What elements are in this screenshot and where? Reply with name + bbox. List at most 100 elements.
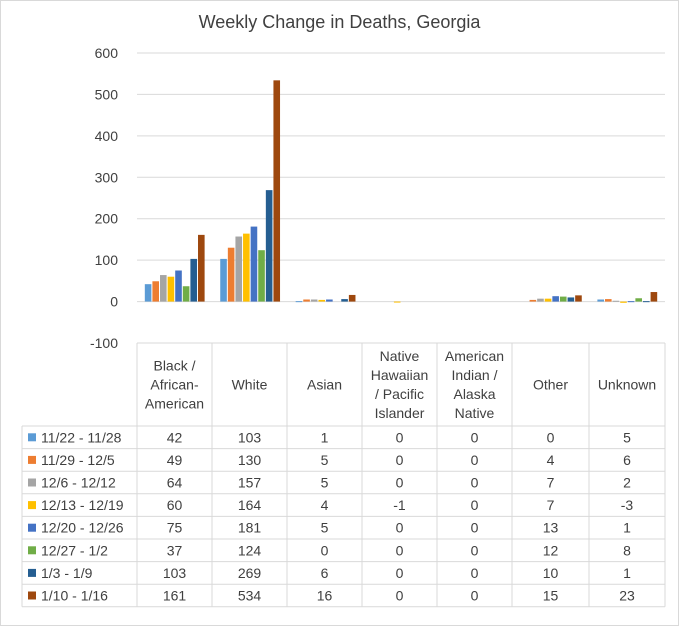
bar [604, 299, 612, 302]
y-tick-label: 200 [95, 211, 119, 227]
series-name: 11/29 - 12/5 [41, 452, 115, 468]
data-label: 6 [321, 565, 329, 581]
legend-key [28, 433, 36, 442]
series-name: 12/13 - 12/19 [41, 497, 124, 513]
y-tick-label: 0 [110, 294, 118, 310]
data-label: 1 [623, 565, 631, 581]
y-tick-label: 300 [95, 169, 119, 185]
data-label: 4 [547, 452, 555, 468]
data-label: 0 [396, 520, 404, 536]
bar [318, 299, 326, 302]
category-label: Other [533, 377, 568, 393]
bar [620, 301, 627, 303]
data-label: 0 [396, 588, 404, 604]
bar [612, 300, 620, 302]
data-label: 4 [321, 497, 329, 513]
category-label: Black / [153, 358, 195, 374]
bar [559, 296, 567, 302]
data-label: 0 [547, 429, 555, 445]
bar [393, 301, 401, 303]
bar [627, 301, 635, 303]
bar [227, 247, 235, 302]
bar [575, 295, 582, 302]
data-label: 0 [471, 520, 479, 536]
category-label: White [232, 377, 268, 393]
y-tick-label: 100 [95, 252, 119, 268]
bar [642, 301, 650, 303]
bar [152, 281, 160, 302]
legend-key [28, 455, 36, 464]
data-label: 0 [396, 452, 404, 468]
legend-key [28, 546, 36, 555]
bar [326, 299, 333, 302]
y-tick-label: -100 [90, 335, 118, 351]
bar [235, 236, 243, 302]
data-label: 124 [238, 542, 262, 558]
bar [273, 80, 281, 302]
category-label: Native [380, 348, 420, 364]
category-label: / Pacific [375, 386, 424, 402]
data-label: 0 [471, 475, 479, 491]
category-label: American [445, 348, 504, 364]
data-label: 0 [471, 497, 479, 513]
data-label: 16 [317, 588, 333, 604]
data-label: 0 [396, 429, 404, 445]
bar [190, 258, 198, 302]
category-label: Unknown [598, 377, 656, 393]
data-label: 2 [623, 475, 631, 491]
data-label: 1 [321, 429, 329, 445]
data-label: 0 [471, 588, 479, 604]
bar [303, 299, 310, 302]
data-label: 23 [619, 588, 635, 604]
data-label: 13 [543, 520, 559, 536]
bar [597, 299, 604, 302]
bar [544, 298, 552, 302]
data-label: 5 [321, 475, 329, 491]
data-label: 37 [167, 542, 183, 558]
legend-key [28, 478, 36, 487]
data-label: 60 [167, 497, 183, 513]
category-label: Asian [307, 377, 342, 393]
legend-key [28, 523, 36, 532]
bar [295, 301, 303, 303]
data-label: 5 [321, 520, 329, 536]
series-name: 1/10 - 1/16 [41, 588, 108, 604]
series-name: 12/27 - 1/2 [41, 542, 108, 558]
data-label: 0 [471, 565, 479, 581]
data-label: 5 [321, 452, 329, 468]
data-label: 5 [623, 429, 631, 445]
legend-key [28, 501, 36, 510]
category-label: Native [455, 405, 495, 421]
data-label: 64 [167, 475, 183, 491]
bar [529, 299, 537, 302]
data-label: 42 [167, 429, 183, 445]
data-label: 181 [238, 520, 262, 536]
data-label: -1 [393, 497, 406, 513]
data-label: 75 [167, 520, 183, 536]
category-label: Indian / [452, 367, 498, 383]
category-label: Islander [375, 405, 425, 421]
data-label: 7 [547, 475, 555, 491]
data-label: 0 [396, 475, 404, 491]
bar [175, 270, 182, 302]
bar [144, 284, 152, 302]
bar [167, 276, 175, 302]
bar [258, 250, 265, 302]
data-label: 0 [396, 565, 404, 581]
data-label: 0 [471, 452, 479, 468]
data-label: 164 [238, 497, 262, 513]
bar [220, 258, 227, 302]
bar [341, 299, 348, 302]
legend-key [28, 591, 36, 600]
bar [537, 298, 544, 302]
category-label: American [145, 396, 204, 412]
data-label: 103 [238, 429, 262, 445]
bar [243, 233, 250, 302]
data-label: 157 [238, 475, 262, 491]
data-label: 0 [471, 429, 479, 445]
data-label: 0 [321, 542, 329, 558]
data-label: 103 [163, 565, 187, 581]
bar [250, 226, 258, 302]
